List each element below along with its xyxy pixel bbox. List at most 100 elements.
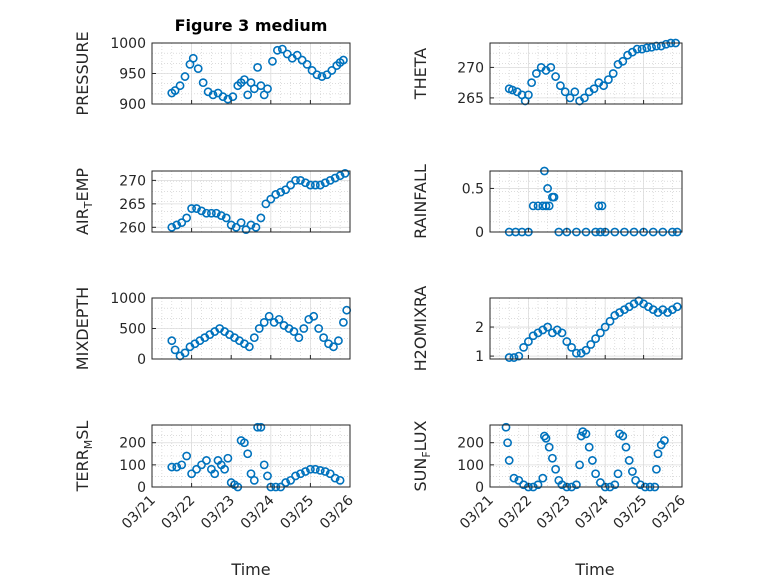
- data-point: [322, 70, 332, 80]
- data-point: [282, 49, 292, 59]
- data-point: [632, 44, 642, 54]
- y-axis-label: SUNFLUX: [411, 420, 433, 491]
- y-tick-label: 500: [119, 322, 146, 338]
- data-point: [514, 475, 524, 485]
- data-point: [543, 322, 552, 332]
- data-point: [276, 187, 286, 197]
- data-point: [167, 336, 177, 346]
- data-point: [541, 433, 551, 443]
- y-tick-label: 265: [119, 197, 146, 213]
- data-point: [187, 469, 196, 479]
- data-point: [514, 351, 524, 361]
- data-point: [277, 44, 287, 54]
- x-tick-label: 03/23: [534, 493, 574, 533]
- data-point: [320, 467, 330, 476]
- data-point: [202, 208, 211, 218]
- y-tick-label: 200: [119, 436, 146, 452]
- data-point: [310, 180, 320, 190]
- data-point: [618, 56, 628, 66]
- data-point: [307, 66, 317, 75]
- x-tick-label: 03/26: [649, 492, 689, 532]
- data-point: [236, 218, 246, 228]
- data-point: [296, 175, 305, 185]
- data-point: [305, 180, 315, 190]
- data-point: [519, 480, 528, 490]
- data-point: [241, 225, 251, 235]
- data-point: [597, 201, 607, 211]
- data-point: [274, 314, 284, 324]
- data-point: [581, 345, 591, 355]
- data-point: [546, 63, 556, 72]
- data-point: [216, 211, 226, 220]
- panel-7: 200 100 003/21 03/22 03/23 03/24 03/25 03/26 TER…: [73, 421, 357, 533]
- data-point: [560, 87, 570, 97]
- data-point: [599, 81, 608, 91]
- data-point: [197, 460, 206, 470]
- panel-3: 270 265 260 AIRTEMP: [73, 168, 351, 236]
- data-point: [508, 85, 517, 95]
- x-tick-label: 03/21: [119, 493, 159, 533]
- data-point: [576, 431, 586, 441]
- data-point: [504, 353, 514, 362]
- data-point: [652, 41, 661, 51]
- data-point: [591, 334, 600, 344]
- data-point: [243, 449, 253, 459]
- data-point: [193, 64, 203, 74]
- data-point: [604, 75, 613, 84]
- y-tick-label: 270: [119, 173, 146, 189]
- x-tick-label: 03/25: [611, 493, 651, 533]
- data-point: [335, 171, 345, 181]
- data-point: [281, 185, 291, 195]
- panel-2: 270 265 THETA: [411, 38, 683, 107]
- data-point: [244, 342, 254, 352]
- data-point: [628, 467, 637, 476]
- data-point: [548, 453, 557, 463]
- data-point: [254, 324, 264, 333]
- data-point: [259, 317, 269, 327]
- data-point: [613, 469, 623, 479]
- data-point: [253, 63, 262, 72]
- data-point: [249, 333, 259, 343]
- data-point: [580, 93, 589, 103]
- data-point: [557, 328, 567, 338]
- data-point: [596, 478, 605, 487]
- x-tick-label: 03/22: [159, 493, 199, 533]
- data-point: [556, 81, 565, 91]
- data-point: [315, 180, 325, 190]
- data-point: [562, 337, 572, 346]
- x-tick-label: 03/24: [572, 492, 612, 532]
- data-point: [551, 72, 560, 81]
- data-point: [170, 345, 180, 355]
- data-point: [672, 302, 682, 312]
- y-axis-label: MIXDEPTH: [73, 287, 92, 370]
- data-point: [202, 456, 211, 465]
- data-point: [329, 342, 338, 352]
- data-point: [596, 328, 605, 338]
- data-point: [591, 469, 600, 479]
- data-point: [187, 204, 196, 213]
- data-point: [335, 475, 345, 485]
- data-point: [594, 201, 604, 211]
- data-point: [253, 422, 262, 432]
- data-point: [301, 467, 310, 476]
- data-point: [544, 442, 554, 452]
- data-point: [340, 168, 350, 178]
- x-tick-label: 03/23: [198, 493, 238, 533]
- data-point: [249, 475, 259, 485]
- data-point: [175, 81, 185, 91]
- data-point: [527, 78, 536, 88]
- data-point: [501, 422, 511, 432]
- x-tick-label: 03/24: [238, 492, 278, 532]
- data-point: [503, 438, 512, 448]
- data-point: [172, 220, 182, 230]
- data-point: [543, 184, 552, 193]
- data-point: [272, 45, 282, 55]
- data-point: [572, 480, 581, 490]
- data-point: [309, 311, 319, 321]
- data-point: [208, 90, 218, 100]
- data-point: [618, 431, 628, 441]
- data-point: [314, 324, 324, 333]
- data-point: [338, 55, 348, 65]
- data-point: [533, 480, 543, 490]
